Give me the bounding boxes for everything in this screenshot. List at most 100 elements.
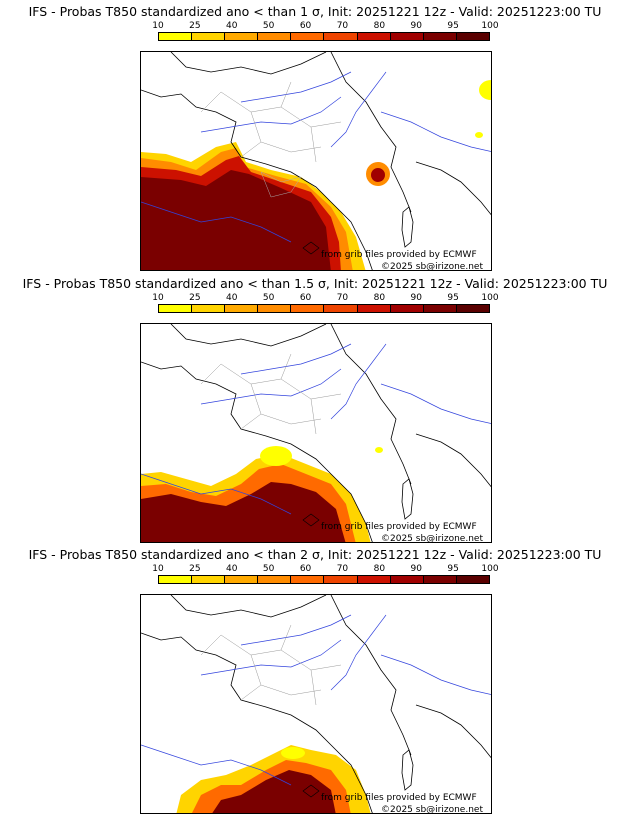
corsica	[401, 206, 414, 248]
legend-bar	[158, 304, 490, 313]
river-1	[200, 96, 342, 133]
prob-spot-center	[260, 446, 292, 466]
legend-label: 25	[189, 564, 201, 574]
legend-swatch	[456, 305, 489, 312]
border-east	[330, 52, 412, 213]
probability-map: from grib files provided by ECMWF ©2025 …	[140, 594, 492, 814]
prob-spot-ne	[479, 80, 491, 100]
legend-swatch	[291, 33, 325, 40]
color-legend: 10 25 40 50 60 70 80 90 95 100	[152, 564, 499, 586]
legend-label: 100	[481, 21, 499, 31]
legend-swatch	[225, 33, 259, 40]
legend-bar	[158, 575, 490, 584]
color-legend: 10 25 40 50 60 70 80 90 95 100	[152, 293, 499, 315]
legend-swatch	[357, 33, 391, 40]
map-canvas	[141, 52, 491, 270]
probability-map: from grib files provided by ECMWF ©2025 …	[140, 323, 492, 543]
legend-swatch	[456, 576, 489, 583]
legend-label: 100	[481, 564, 499, 574]
italy-coast	[415, 161, 491, 216]
panel-title: IFS - Probas T850 standardized ano < tha…	[22, 276, 608, 291]
legend-swatch	[390, 576, 424, 583]
legend-swatch	[291, 305, 325, 312]
legend-swatch	[225, 305, 259, 312]
map-panel-2: IFS - Probas T850 standardized ano < tha…	[0, 276, 630, 544]
river-4	[141, 744, 292, 786]
legend-labels: 10 25 40 50 60 70 80 90 95 100	[152, 564, 498, 575]
legend-label: 70	[336, 293, 349, 303]
legend-swatch	[324, 305, 358, 312]
legend-label: 70	[336, 564, 349, 574]
coastline-north	[170, 595, 327, 618]
legend-swatch	[423, 305, 457, 312]
legend-label: 70	[336, 21, 349, 31]
legend-swatch	[192, 305, 226, 312]
probability-map: from grib files provided by ECMWF ©2025 …	[140, 51, 492, 271]
legend-swatch	[192, 576, 226, 583]
river-5	[380, 111, 491, 152]
legend-label: 80	[373, 564, 386, 574]
map-canvas	[141, 324, 491, 542]
italy-coast	[415, 704, 491, 759]
legend-label: 40	[226, 21, 238, 31]
legend-label: 90	[410, 21, 422, 31]
corsica	[401, 749, 414, 791]
legend-swatch	[390, 305, 424, 312]
legend-label: 90	[410, 293, 422, 303]
legend-label: 80	[373, 21, 386, 31]
legend-label: 90	[410, 564, 422, 574]
regional-borders	[200, 624, 342, 706]
legend-label: 25	[189, 21, 201, 31]
river-1	[200, 368, 342, 405]
prob-spot-center	[281, 747, 305, 759]
legend-label: 10	[152, 293, 164, 303]
legend-swatch	[456, 33, 489, 40]
legend-label: 10	[152, 21, 164, 31]
river-4	[141, 201, 292, 243]
legend-label: 25	[189, 293, 201, 303]
legend-swatch	[258, 33, 292, 40]
legend-labels: 10 25 40 50 60 70 80 90 95 100	[152, 21, 498, 32]
prob-area-max	[141, 170, 331, 270]
legend-label: 80	[373, 293, 386, 303]
italy-coast	[415, 433, 491, 488]
legend-swatch	[423, 33, 457, 40]
legend-label: 60	[299, 21, 312, 31]
river-2	[240, 71, 352, 103]
legend-swatch	[357, 305, 391, 312]
legend-swatch	[258, 576, 292, 583]
coastline-north	[170, 324, 327, 347]
river-2	[240, 614, 352, 646]
panel-title: IFS - Probas T850 standardized ano < tha…	[28, 4, 602, 19]
credit-grib: from grib files provided by ECMWF	[321, 793, 477, 803]
prob-area-max	[141, 482, 346, 542]
prob-area-max	[212, 770, 336, 813]
credit-marker	[302, 784, 320, 798]
regional-borders	[200, 353, 342, 435]
legend-swatch	[357, 576, 391, 583]
legend-swatch	[324, 33, 358, 40]
map-canvas	[141, 595, 491, 813]
legend-label: 10	[152, 564, 164, 574]
legend-label: 95	[447, 293, 459, 303]
legend-swatch	[159, 33, 193, 40]
credit-grib: from grib files provided by ECMWF	[321, 250, 477, 260]
legend-label: 40	[226, 564, 238, 574]
hatched-district	[260, 171, 302, 198]
credit-grib: from grib files provided by ECMWF	[321, 522, 477, 532]
credit-copyright: ©2025 sb@irizone.net	[381, 262, 483, 271]
prob-spot-e	[475, 132, 483, 138]
legend-swatch	[390, 33, 424, 40]
color-legend: 10 25 40 50 60 70 80 90 95 100	[152, 21, 499, 43]
legend-labels: 10 25 40 50 60 70 80 90 95 100	[152, 293, 498, 304]
legend-swatch	[423, 576, 457, 583]
border-east	[330, 595, 412, 756]
river-4	[141, 473, 292, 515]
river-3	[330, 614, 387, 691]
river-5	[380, 383, 491, 424]
river-3	[330, 343, 387, 420]
map-panel-3: IFS - Probas T850 standardized ano < tha…	[0, 547, 630, 815]
river-5	[380, 654, 491, 695]
legend-label: 95	[447, 564, 459, 574]
prob-spot-alps-core	[371, 168, 385, 182]
